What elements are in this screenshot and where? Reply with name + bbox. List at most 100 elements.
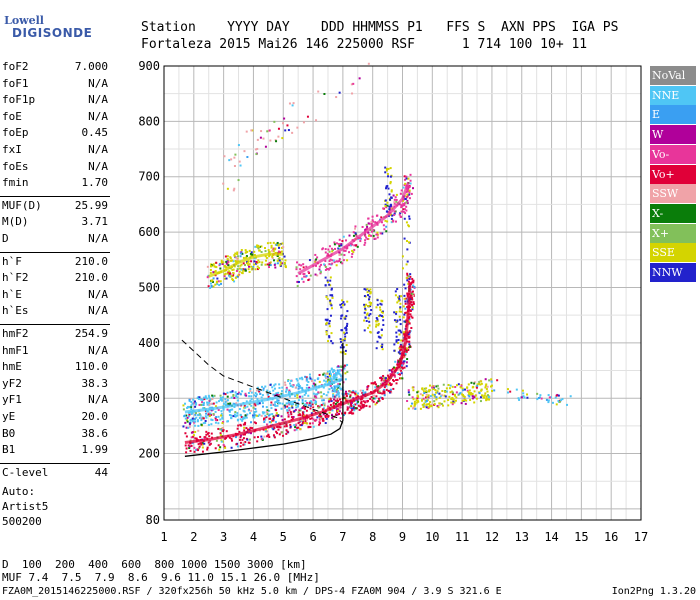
echo-point (333, 241, 336, 244)
echo-point (244, 269, 247, 272)
echo-point (208, 401, 211, 404)
echo-point (237, 424, 240, 427)
echo-point (379, 314, 382, 317)
echo-point (236, 427, 239, 430)
echo-point (235, 256, 238, 259)
echo-point (331, 249, 334, 252)
echo-point (407, 333, 410, 336)
echo-point (349, 411, 352, 414)
echo-point (451, 390, 454, 393)
echo-point (224, 265, 227, 268)
echo-point (274, 247, 277, 250)
echo-point (234, 411, 237, 414)
echo-point (225, 266, 228, 269)
echo-point (355, 393, 358, 396)
echo-point (275, 430, 278, 433)
echo-point (250, 251, 253, 254)
echo-point (396, 363, 399, 366)
echo-point (464, 388, 467, 391)
echo-point (244, 414, 247, 417)
echo-point (235, 395, 238, 398)
echo-point (266, 130, 269, 133)
echo-point (471, 392, 474, 395)
echo-point (326, 279, 329, 282)
echo-point (320, 391, 323, 394)
echo-point (318, 420, 321, 423)
echo-point (329, 371, 332, 374)
echo-point (276, 262, 279, 265)
echo-point (314, 403, 317, 406)
echo-point (408, 241, 411, 244)
echo-point (329, 377, 332, 380)
echo-point (344, 378, 347, 381)
echo-point (451, 391, 454, 394)
echo-point (412, 301, 415, 304)
echo-point (207, 432, 210, 435)
echo-point (331, 416, 334, 419)
echo-point (331, 409, 334, 412)
echo-point (480, 380, 483, 383)
echo-point (411, 316, 414, 319)
echo-point (288, 102, 291, 105)
echo-point (411, 306, 414, 309)
echo-point (408, 336, 411, 339)
echo-point (201, 401, 204, 404)
echo-point (301, 407, 304, 410)
echo-point (406, 260, 409, 263)
echo-point (221, 414, 224, 417)
echo-point (473, 390, 476, 393)
echo-point (384, 203, 387, 206)
echo-point (265, 256, 268, 259)
echo-point (254, 407, 257, 410)
echo-point (212, 277, 215, 280)
echo-point (405, 240, 408, 243)
echo-point (399, 215, 402, 218)
echo-point (308, 402, 311, 405)
echo-point (355, 407, 358, 410)
header-values: Fortaleza 2015 Mai26 146 225000 RSF 1 71… (141, 37, 588, 52)
echo-point (209, 440, 212, 443)
echo-point (298, 395, 301, 398)
echo-point (260, 263, 263, 266)
echo-point (256, 244, 259, 247)
echo-point (405, 347, 408, 350)
param-row: foEs N/A (2, 160, 108, 176)
echo-point (411, 292, 414, 295)
autoscaling-info: Auto: Artist5 500200 (2, 484, 48, 529)
echo-point (314, 260, 317, 263)
echo-point (196, 419, 199, 422)
echo-point (329, 258, 332, 261)
echo-point (369, 331, 372, 334)
echo-point (212, 263, 215, 266)
echo-point (384, 219, 387, 222)
echo-point (276, 255, 279, 258)
echo-point (379, 392, 382, 395)
echo-point (182, 408, 185, 411)
echo-point (325, 394, 328, 397)
echo-point (297, 399, 300, 402)
echo-point (356, 395, 359, 398)
echo-point (343, 396, 346, 399)
echo-point (368, 320, 371, 323)
echo-point (343, 339, 346, 342)
echo-point (395, 200, 398, 203)
echo-point (199, 442, 202, 445)
echo-point (416, 391, 419, 394)
echo-point (198, 413, 201, 416)
echo-point (370, 222, 373, 225)
echo-point (340, 306, 343, 309)
echo-point (398, 297, 401, 300)
echo-point (398, 213, 401, 216)
echo-point (389, 167, 392, 170)
echo-point (359, 389, 362, 392)
echo-point (366, 388, 369, 391)
echo-point (262, 412, 265, 415)
echo-point (478, 382, 481, 385)
echo-point (274, 262, 277, 265)
echo-point (233, 406, 236, 409)
echo-point (230, 437, 233, 440)
echo-point (356, 402, 359, 405)
echo-point (366, 399, 369, 402)
echo-point (287, 380, 290, 383)
